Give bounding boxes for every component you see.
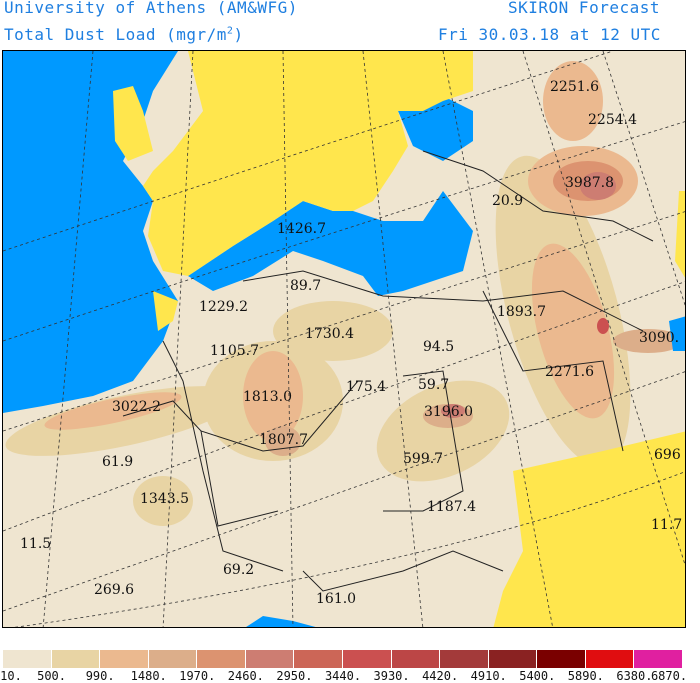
colorbar-tick-label: 5890. xyxy=(567,669,604,683)
value-label: 3022.2 xyxy=(112,399,161,415)
caspian-sea xyxy=(669,316,685,351)
value-label: 175.4 xyxy=(346,379,387,395)
colorbar-tick-label: 5400. xyxy=(519,669,556,683)
colorbar-tick-label: 6380. xyxy=(616,669,653,683)
britain xyxy=(113,86,153,161)
value-label: 1426.7 xyxy=(277,221,326,237)
colorbar-swatch xyxy=(537,650,585,668)
variable-name: Total Dust Load (mgr/m xyxy=(4,25,227,44)
colorbar-swatch xyxy=(51,650,100,668)
value-label: 696 xyxy=(654,447,681,463)
colorbar-swatch xyxy=(488,650,537,668)
value-label: 89.7 xyxy=(290,278,322,294)
value-label: 59.7 xyxy=(418,377,450,393)
graticule xyxy=(3,51,685,627)
model-title: SKIRON Forecast xyxy=(508,0,660,17)
value-label: 161.0 xyxy=(316,591,357,607)
value-label: 1813.0 xyxy=(243,389,292,405)
value-label: 1105.7 xyxy=(210,343,259,359)
value-label: 11.7 xyxy=(651,517,683,533)
colorbar-swatch xyxy=(585,650,634,668)
institution-title: University of Athens (AM&WFG) xyxy=(4,0,298,17)
colorbar-swatch xyxy=(3,650,51,668)
colorbar-tick-label: 500. xyxy=(37,669,67,683)
dust-field xyxy=(5,61,683,526)
value-label: 1807.7 xyxy=(259,432,308,448)
value-label: 2271.6 xyxy=(545,364,594,380)
value-label: 20.9 xyxy=(492,193,524,209)
dust-load-map: 2251.6 2254.4 3987.8 20.9 1426.7 89.7 12… xyxy=(2,50,686,628)
colorbar-tick-label: 10. xyxy=(0,669,22,683)
value-label: 269.6 xyxy=(94,582,135,598)
colorbar-tick-label: 2950. xyxy=(276,669,313,683)
colorbar-tick-label: 990. xyxy=(85,669,115,683)
value-label: 3090. xyxy=(639,330,680,346)
europe-low-dust xyxy=(143,51,473,276)
colorbar-swatch xyxy=(440,650,488,668)
colorbar-tick-label: 6870. xyxy=(650,669,688,683)
east-edge-low-dust xyxy=(675,191,685,278)
colorbar-tick-label: 4910. xyxy=(470,669,507,683)
country-borders xyxy=(122,150,654,592)
colorbar-tick-label: 4420. xyxy=(422,669,459,683)
colorbar-tick-label: 3440. xyxy=(324,669,362,683)
value-label: 1730.4 xyxy=(305,326,354,342)
east-africa-low-dust xyxy=(493,431,685,627)
variable-unit-close: ) xyxy=(233,25,244,44)
colorbar-tick-label: 2460. xyxy=(227,669,264,683)
colorbar-swatch xyxy=(634,650,682,668)
iberia-coast xyxy=(153,291,178,331)
value-label: 11.5 xyxy=(20,536,52,552)
value-label: 599.7 xyxy=(403,451,444,467)
colorbar-swatch xyxy=(100,650,148,668)
value-label: 1187.4 xyxy=(427,499,476,515)
colorbar-swatch xyxy=(343,650,391,668)
map-canvas xyxy=(3,51,685,627)
variable-unit-exponent: 2 xyxy=(226,25,234,37)
mediterranean-sea xyxy=(188,191,473,296)
colorbar-tick-label: 1480. xyxy=(130,669,167,683)
gulf-of-guinea xyxy=(246,616,316,627)
low-dust-areas xyxy=(113,51,685,627)
valid-time: Fri 30.03.18 at 12 UTC xyxy=(438,25,661,44)
colorbar-swatch xyxy=(245,650,294,668)
value-label: 2254.4 xyxy=(588,112,637,128)
colorbar-swatch xyxy=(391,650,440,668)
colorbar-tick-label: 1970. xyxy=(179,669,216,683)
value-label: 69.2 xyxy=(223,562,255,578)
value-label: 2251.6 xyxy=(550,79,599,95)
value-label: 94.5 xyxy=(423,339,455,355)
value-label: 1893.7 xyxy=(497,304,546,320)
colorbar-tick-label: 3930. xyxy=(373,669,410,683)
value-label: 1229.2 xyxy=(199,299,248,315)
variable-title: Total Dust Load (mgr/m2) xyxy=(4,25,244,44)
colorbar-swatch xyxy=(197,650,245,668)
colorbar-swatch xyxy=(294,650,342,668)
value-label: 3987.8 xyxy=(565,175,614,191)
value-label: 61.9 xyxy=(102,454,134,470)
value-label: 3196.0 xyxy=(424,404,473,420)
atlantic-ocean xyxy=(3,51,178,413)
colorbar-swatch xyxy=(148,650,197,668)
value-label: 1343.5 xyxy=(140,491,189,507)
ocean-areas xyxy=(3,51,685,627)
